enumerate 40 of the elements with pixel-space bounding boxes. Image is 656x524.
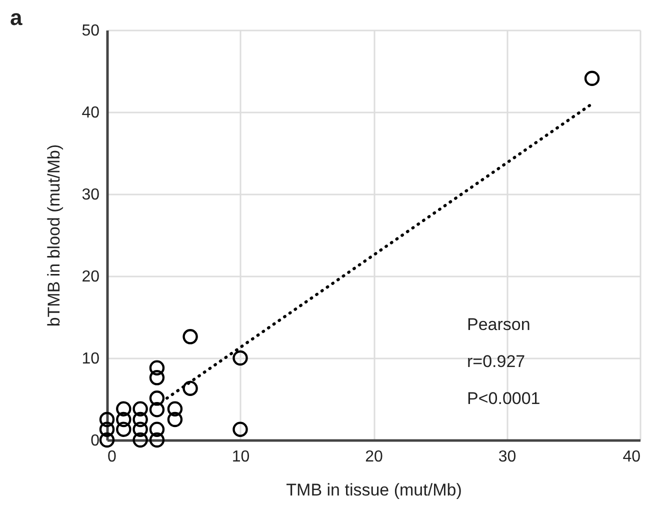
point [116, 422, 132, 437]
y-tick-label: 10 [82, 350, 100, 368]
point [132, 432, 148, 448]
point [167, 412, 183, 428]
point [132, 422, 148, 437]
point [232, 350, 248, 366]
point [149, 370, 165, 386]
point [584, 70, 600, 86]
point [99, 422, 115, 437]
point [99, 412, 115, 428]
x-axis-title: TMB in tissue (mut/Mb) [286, 480, 462, 500]
x-tick-label: 0 [108, 448, 116, 466]
annotation: Pearson [467, 315, 530, 334]
y-tick-label: 50 [82, 22, 100, 40]
point [132, 412, 148, 428]
y-tick-label: 20 [82, 268, 100, 286]
point [99, 432, 115, 448]
y-axis-title: bTMB in blood (mut/Mb) [44, 144, 64, 327]
x-tick-label: 20 [365, 448, 383, 466]
y-tick-label: 30 [82, 186, 100, 204]
annotation: P<0.0001 [467, 389, 540, 408]
point [167, 401, 183, 416]
x-tick-label: 40 [622, 448, 641, 466]
point [116, 401, 132, 416]
point [182, 329, 198, 344]
point [182, 380, 198, 396]
y-tick-label: 40 [82, 104, 100, 122]
annotation: r=0.927 [467, 352, 526, 371]
point [149, 360, 165, 376]
text: a [10, 5, 23, 30]
point [132, 401, 148, 416]
point [149, 432, 165, 448]
point [149, 402, 165, 418]
point [149, 422, 165, 437]
x-tick-label: 10 [232, 448, 250, 466]
point [149, 390, 165, 406]
x-tick-label: 30 [498, 448, 516, 466]
point [116, 412, 132, 428]
y-tick-label: 0 [90, 432, 100, 450]
point [232, 422, 248, 437]
